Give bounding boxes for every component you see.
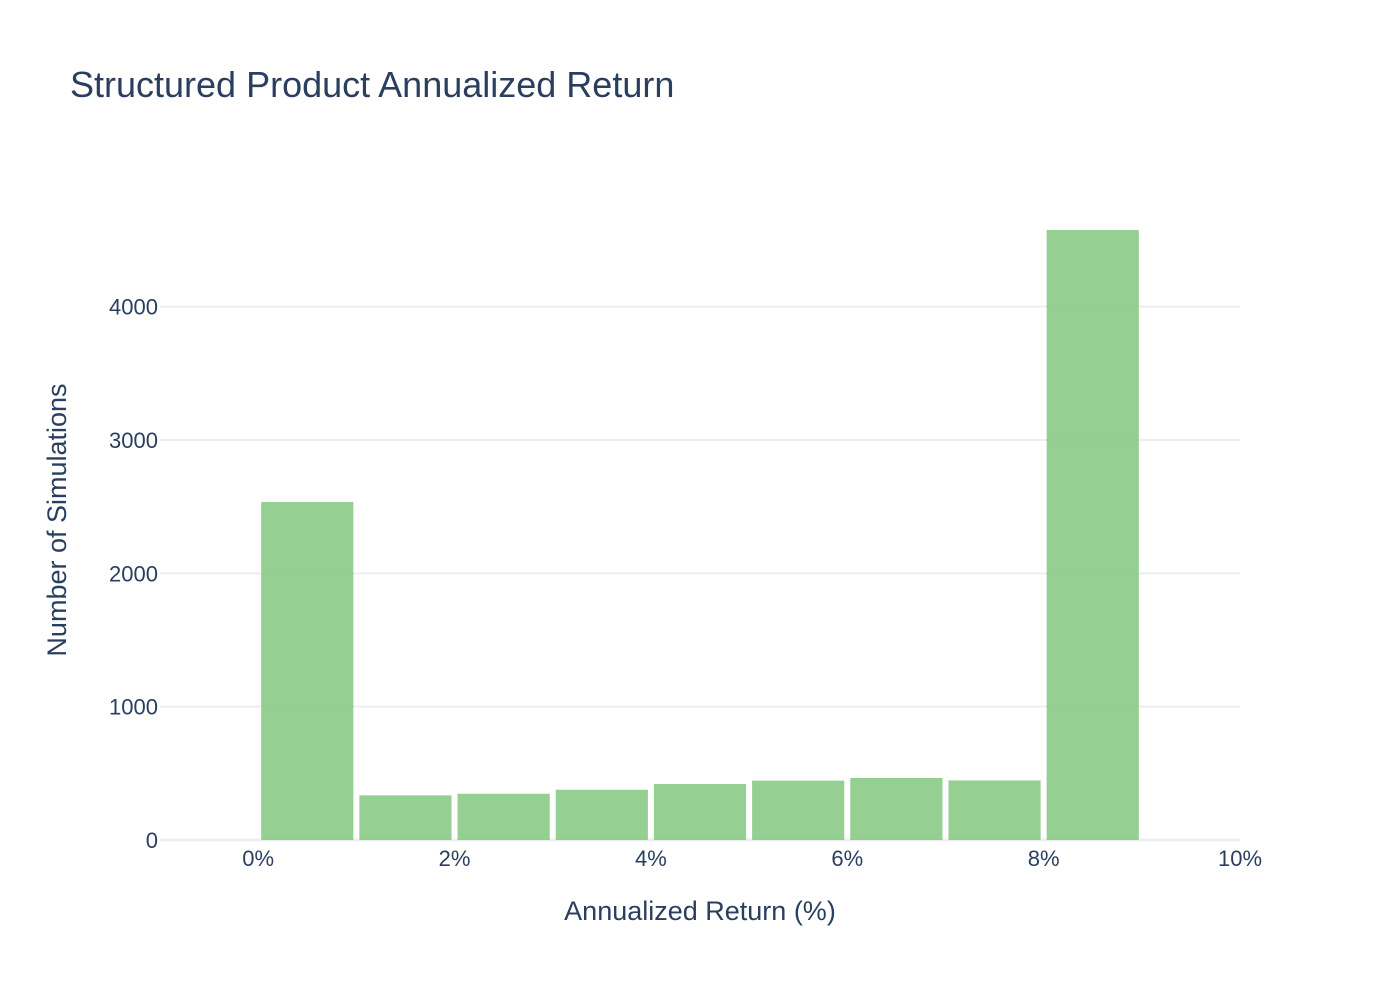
histogram-bar[interactable] — [752, 780, 845, 840]
x-tick-label: 6% — [831, 846, 863, 871]
histogram-bar[interactable] — [653, 784, 747, 840]
x-tick-label: 0% — [242, 846, 274, 871]
x-axis-title: Annualized Return (%) — [564, 896, 836, 926]
axis-layer: 0 1000 2000 3000 4000 0% 2% 4% 6% 8% 10% — [109, 295, 1262, 871]
histogram-bar[interactable] — [457, 793, 550, 840]
bars-layer — [261, 230, 1139, 840]
histogram-bar[interactable] — [850, 778, 943, 840]
histogram-bar[interactable] — [555, 789, 648, 840]
x-tick-label: 4% — [635, 846, 667, 871]
histogram-bar[interactable] — [359, 795, 452, 840]
y-tick-label: 1000 — [109, 695, 158, 720]
y-tick-label: 4000 — [109, 295, 158, 320]
x-tick-label: 8% — [1028, 846, 1060, 871]
x-tick-label: 2% — [439, 846, 471, 871]
y-axis-title: Number of Simulations — [42, 383, 72, 656]
histogram-bar[interactable] — [1046, 230, 1139, 840]
y-tick-label: 2000 — [109, 561, 158, 586]
y-tick-label: 0 — [146, 828, 158, 853]
chart-title: Structured Product Annualized Return — [70, 64, 675, 105]
x-tick-label: 10% — [1218, 846, 1262, 871]
y-tick-label: 3000 — [109, 428, 158, 453]
histogram-bar[interactable] — [261, 502, 354, 840]
histogram-bar[interactable] — [948, 780, 1041, 840]
